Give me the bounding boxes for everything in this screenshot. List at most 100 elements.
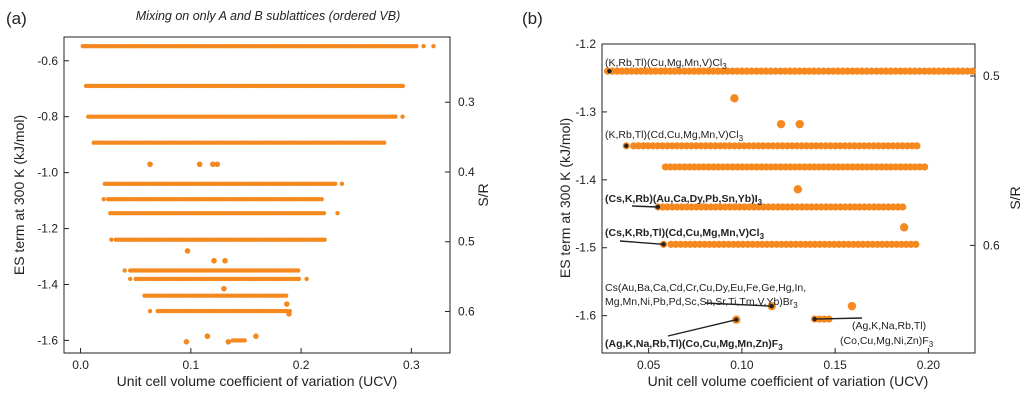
y-tick-label: -1.6 [575, 309, 596, 323]
annotation-marker [607, 68, 612, 74]
annotation-marker [661, 242, 666, 247]
x-tick-label: 0.0 [72, 358, 89, 372]
data-point [109, 237, 114, 242]
x-tick-label: 0.05 [637, 358, 661, 372]
data-point [319, 196, 324, 202]
panel-b-annotations: (K,Rb,Tl)(Cu,Mg,Mn,V)Cl3(K,Rb,Tl)(Cd,Cu,… [605, 57, 934, 352]
annotation-marker [624, 143, 629, 149]
data-point [283, 293, 289, 298]
y-tick-label: -0.6 [37, 54, 58, 68]
panel-b: (b) 0.05 0.10 0.15 0.20 -1.6 -1.5 -1.4 -1.3 -1.2… [522, 9, 1023, 389]
panel-a-ticks: 0.0 0.1 0.2 0.3 -1.6 -1.4 -1.2 -1.0 -0.8 -0.6 0.3 0… [37, 54, 475, 372]
annotation-label-subscript: 3 [758, 198, 763, 207]
annotation-label-subscript: 3 [739, 134, 744, 143]
y-tick-label: -1.4 [37, 277, 58, 291]
data-point [296, 276, 302, 282]
data-point [421, 44, 426, 49]
data-point [210, 161, 216, 168]
data-point [214, 161, 221, 168]
data-point [127, 276, 133, 282]
data-point [211, 257, 217, 264]
x-tick-label: 0.15 [823, 358, 847, 372]
data-point [431, 44, 436, 49]
annotation-label-line2-text: (Co,Cu,Mg,Ni,Zn)F [840, 335, 929, 347]
panel-b-leader-lines [607, 68, 863, 337]
y2-tick-label: 0.6 [983, 238, 1000, 252]
data-point [913, 142, 921, 150]
panel-a-title: Mixing on only A and B sublattices (orde… [136, 9, 400, 23]
data-point [400, 83, 406, 89]
data-point [730, 94, 739, 103]
annotation-label: (K,Rb,Tl)(Cu,Mg,Mn,V)Cl3 [605, 57, 727, 71]
annotation-leader-line [631, 205, 658, 208]
y-tick-label: -1.4 [575, 173, 596, 187]
y-tick-label: -1.6 [37, 333, 58, 347]
y-tick-label: -1.5 [575, 241, 596, 255]
annotation-label: (Cs,K,Rb)(Au,Ca,Dy,Pb,Sn,Yb)I3 [605, 193, 763, 207]
annotation-label-text: (K,Rb,Tl)(Cd,Cu,Mg,Mn,V)Cl [605, 129, 739, 141]
annotation-label-line2-subscript: 3 [929, 340, 934, 349]
data-point [221, 285, 227, 292]
data-point [225, 339, 232, 345]
annotation-marker [812, 316, 817, 322]
annotation-label-line1: (Ag,K,Na,Rb,Tl) [852, 320, 926, 332]
data-point [333, 181, 338, 187]
data-point [899, 223, 909, 232]
x-tick-label: 0.2 [293, 358, 310, 372]
data-point [921, 163, 929, 171]
panel-b-frame [601, 43, 976, 354]
panel-b-label: (b) [522, 9, 543, 28]
panel-a-y-axis-label: ES term at 300 K (kJ/mol) [11, 115, 27, 275]
x-tick-label: 0.3 [403, 358, 420, 372]
data-point [793, 185, 803, 194]
data-point [968, 67, 976, 75]
annotation-label-text: (K,Rb,Tl)(Cu,Mg,Mn,V)Cl [605, 57, 722, 69]
annotation-label-subscript: 3 [722, 62, 727, 71]
panel-b-y2-axis-label: S/R [1007, 186, 1023, 209]
annotation-label-line1: Cs(Au,Ba,Ca,Cd,Cr,Cu,Dy,Eu,Fe,Ge,Hg,In, [605, 282, 806, 294]
data-point [321, 210, 327, 216]
panel-a-y2-axis-label: S/R [475, 183, 491, 206]
data-point [795, 119, 804, 129]
y-tick-label: -0.8 [37, 110, 58, 124]
x-tick-label: 0.10 [730, 358, 754, 372]
data-point [322, 237, 327, 242]
y2-tick-label: 0.5 [458, 235, 475, 249]
annotation-marker [769, 303, 774, 309]
y2-tick-label: 0.5 [983, 69, 1000, 83]
y2-tick-label: 0.4 [458, 165, 475, 179]
panel-a-frame [63, 36, 451, 354]
panel-a-data-points [80, 44, 436, 345]
data-point [776, 119, 786, 129]
x-tick-label: 0.20 [917, 358, 941, 372]
annotation-label-line2: (Co,Cu,Mg,Ni,Zn)F3 [840, 335, 934, 349]
data-point [147, 161, 153, 168]
annotation-label: (K,Rb,Tl)(Cd,Cu,Mg,Mn,V)Cl3 [605, 129, 744, 143]
annotation-leader-line [619, 240, 664, 246]
panel-b-ticks: 0.05 0.10 0.15 0.20 -1.6 -1.5 -1.4 -1.3 -1.2 0.5 0… [575, 37, 1000, 372]
data-point [335, 210, 340, 216]
annotation-leader-line [667, 319, 737, 337]
panel-a-label: (a) [6, 9, 27, 28]
annotation-label-text: (Ag,K,Na,Rb,Tl)(Co,Cu,Mg,Mn,Zn)F [605, 338, 779, 350]
x-tick-label: 0.1 [182, 358, 199, 372]
panel-a-x-axis-label: Unit cell volume coefficient of variatio… [117, 373, 398, 389]
data-point [381, 140, 387, 145]
annotation-label-text: (Cs,K,Rb)(Au,Ca,Dy,Pb,Sn,Yb)I [605, 193, 758, 205]
data-point [847, 301, 857, 311]
y-tick-label: -1.2 [37, 222, 58, 236]
y-tick-label: -1.3 [575, 105, 596, 119]
y-tick-label: -1.0 [37, 166, 58, 180]
data-point [393, 114, 398, 119]
data-point [183, 339, 190, 345]
y2-tick-label: 0.3 [458, 95, 475, 109]
annotation-marker [734, 317, 739, 322]
annotation-label: (Cs,K,Rb,Tl)(Cd,Cu,Mg,Mn,V)Cl3 [605, 227, 765, 241]
annotation-marker [655, 204, 661, 210]
annotation-label-text: (Cs,K,Rb,Tl)(Cd,Cu,Mg,Mn,V)Cl [605, 227, 760, 239]
annotation-label-subscript: 3 [760, 232, 765, 241]
data-point [283, 301, 290, 307]
data-point [304, 276, 309, 282]
data-point [222, 257, 228, 264]
annotation-label: (Ag,K,Na,Rb,Tl)(Co,Cu,Mg,Mn,Zn)F3 [605, 338, 783, 352]
